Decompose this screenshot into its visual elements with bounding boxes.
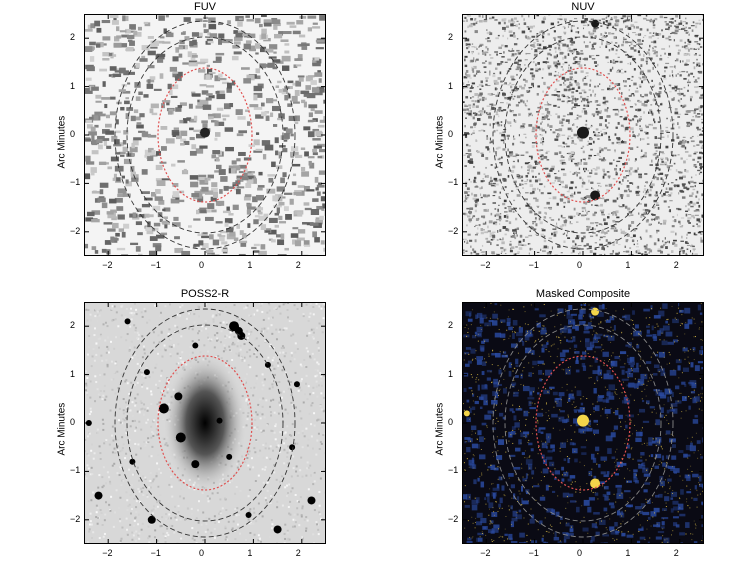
star [307,496,316,505]
image-poss2-r [84,302,326,544]
y-tick-label: −2 [70,225,81,236]
y-tick-label: 1 [448,368,454,379]
outer-aperture-ellipse [504,36,662,234]
y-tick-label: 2 [70,32,76,43]
star [216,417,223,424]
x-tick-label: 0 [577,548,583,558]
y-tick-label: 1 [448,80,454,91]
x-tick-label: 2 [295,548,301,558]
image-fuv [84,14,326,256]
outer-aperture-ellipse [114,20,296,250]
source-blob [577,126,589,139]
panel-title: FUV [194,1,216,13]
x-tick-label: 2 [673,548,679,558]
outer-aperture-ellipse [492,308,674,538]
y-tick-label: −2 [448,513,459,524]
panel-title: Masked Composite [535,288,631,300]
y-tick-label: −1 [448,465,459,476]
image-texture [84,14,326,256]
x-tick-label: −2 [102,548,113,558]
inner-aperture-ellipse [535,67,631,203]
y-tick-label: 2 [70,320,76,331]
star [147,515,156,524]
source-blob [590,190,601,201]
star [289,444,296,451]
star [293,381,300,388]
y-tick-label: −2 [448,225,459,236]
x-tick-label: 2 [673,260,679,270]
star [192,342,199,349]
star [245,511,252,518]
y-tick-label: 1 [70,368,76,379]
y-tick-label: −1 [70,465,81,476]
y-axis-label: Arc Minutes [434,115,446,169]
inner-aperture-ellipse [535,355,631,491]
image-texture [462,302,704,544]
star [226,453,233,460]
star [175,432,186,443]
y-axis-label: Arc Minutes [56,402,68,456]
x-tick-label: −2 [102,260,113,270]
star [264,361,271,368]
x-tick-label: 0 [199,260,205,270]
star [191,460,200,469]
y-tick-label: −1 [448,177,459,188]
y-tick-label: 1 [70,80,76,91]
star [273,525,282,534]
y-tick-label: 0 [70,417,76,427]
y-tick-label: −2 [70,513,81,524]
x-tick-label: −1 [528,260,539,270]
star [158,403,169,414]
galaxy [163,353,247,493]
panel-title: POSS2-R [180,288,230,300]
outer-aperture-ellipse [126,324,284,522]
y-tick-label: 2 [448,320,454,331]
x-tick-label: −1 [528,548,539,558]
outer-aperture-ellipse [114,308,296,538]
source-blob [577,414,589,427]
star [174,392,183,401]
x-tick-label: 0 [199,548,205,558]
x-tick-label: −1 [150,260,161,270]
inner-aperture-ellipse [157,355,253,491]
outer-aperture-ellipse [126,36,284,234]
y-axis-label: Arc Minutes [56,115,68,169]
source-blob [590,478,601,489]
x-tick-label: 1 [625,260,631,270]
x-tick-label: 2 [295,260,301,270]
image-masked-composite [462,302,704,544]
outer-aperture-ellipse [504,324,662,522]
outer-aperture-ellipse [492,20,674,250]
image-texture [462,14,704,256]
image-nuv [462,14,704,256]
y-tick-label: 0 [448,129,454,139]
panel-title: NUV [571,1,595,13]
x-tick-label: −2 [480,548,491,558]
source-blob [200,127,210,138]
y-tick-label: 2 [448,32,454,43]
x-tick-label: 1 [625,548,631,558]
source-blob [463,410,470,417]
y-tick-label: 0 [448,417,454,427]
x-tick-label: −1 [150,548,161,558]
x-tick-label: −2 [480,260,491,270]
source-blob [591,307,600,316]
x-tick-label: 1 [247,548,253,558]
star [94,491,103,500]
star [143,369,150,376]
y-tick-label: 0 [70,129,76,139]
y-tick-label: −1 [70,177,81,188]
x-tick-label: 0 [577,260,583,270]
y-axis-label: Arc Minutes [434,402,446,456]
inner-aperture-ellipse [157,67,253,203]
source-blob [591,19,600,28]
star [124,318,131,325]
x-tick-label: 1 [247,260,253,270]
